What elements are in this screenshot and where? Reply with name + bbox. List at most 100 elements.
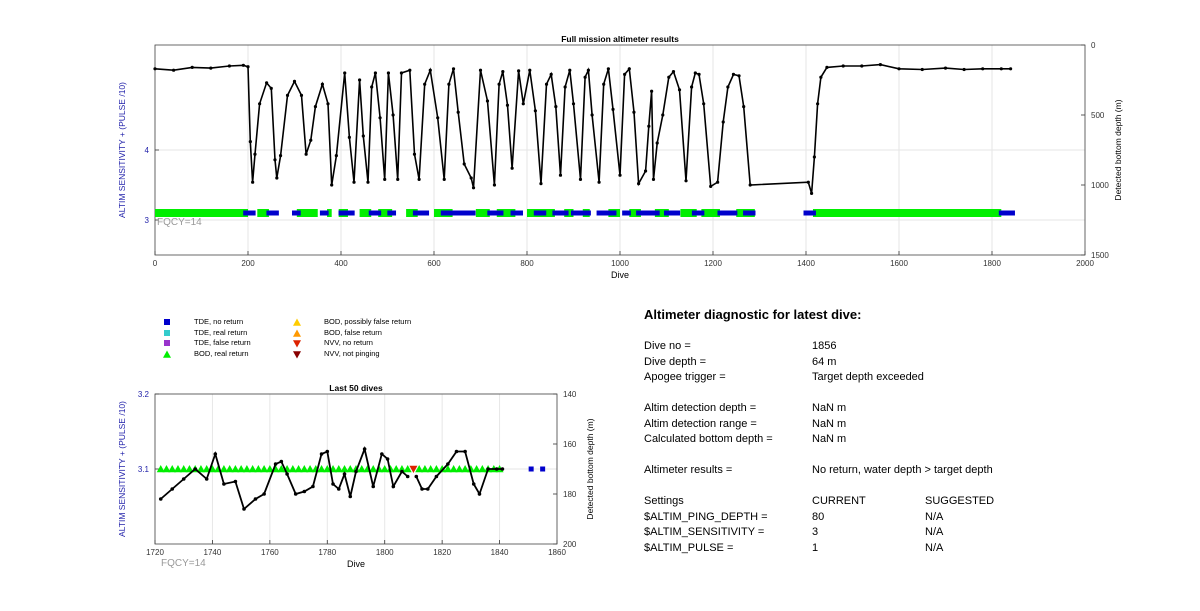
bottom-depth-point (292, 79, 297, 83)
bottom-depth-point (517, 69, 521, 73)
tde-no-return-marker (728, 210, 734, 216)
bod-real-return-marker (306, 465, 315, 473)
bottom-depth-point (386, 71, 391, 75)
plot-frame (154, 44, 1086, 256)
bottom-depth-point (533, 109, 537, 113)
tde-no-return-marker (671, 210, 677, 216)
bod-real-return-marker (432, 465, 441, 473)
bottom-depth-point (371, 484, 376, 489)
bottom-depth-point (330, 183, 334, 187)
bottom-depth-point (373, 71, 378, 75)
bottom-depth-point (544, 82, 549, 86)
bottom-depth-point (158, 497, 163, 501)
pulse-label: $ALTIM_PULSE = (644, 541, 734, 554)
tde-no-return-marker (541, 210, 547, 216)
ping-depth-label: $ALTIM_PING_DEPTH = (644, 510, 768, 523)
bottom-depth-point (819, 75, 823, 79)
tde-no-return-marker (533, 210, 539, 216)
bottom-depth-point (299, 93, 304, 97)
tde-no-return-marker (498, 210, 504, 216)
bottom-depth-point (655, 141, 659, 145)
bottom-depth-point (477, 492, 482, 496)
tde-no-return-marker (463, 210, 469, 216)
bod-real-return-marker (179, 465, 188, 473)
y-tick-label: 3.2 (138, 390, 150, 399)
bod-real-return-marker (397, 465, 406, 473)
tde-no-return-marker (537, 210, 543, 216)
tde-no-return-marker (664, 210, 669, 216)
bod-real-return-band (155, 209, 248, 217)
tde-no-return-marker (578, 210, 584, 216)
y-right-tick-label: 160 (563, 440, 577, 449)
bottom-depth-point (528, 68, 532, 72)
bod-real-return-band (701, 209, 720, 217)
x-tick-label: 1000 (611, 259, 629, 268)
fqcy-annotation: FQCY=14 (157, 217, 202, 228)
bod-real-return-marker (300, 465, 309, 473)
dive-no-label: Dive no = (644, 340, 691, 352)
tde-no-return-marker (625, 210, 631, 216)
x-tick-label: 1860 (548, 548, 566, 557)
legend-triangle-up-icon (293, 318, 301, 326)
tde-no-return-marker (571, 210, 576, 216)
bottom-depth-point (391, 113, 395, 117)
tde-no-return-marker (444, 210, 450, 216)
bottom-depth-point (242, 507, 246, 511)
legend-triangle-down-icon (293, 350, 301, 358)
y-right-axis-label: Detected bottom depth (m) (585, 418, 595, 519)
bottom-depth-point (343, 71, 347, 75)
bottom-depth-point (414, 474, 419, 479)
bod-real-return-marker (392, 465, 401, 473)
tde-no-return-marker (455, 210, 461, 216)
bottom-depth-point (361, 134, 365, 138)
y-tick-label: 3.1 (138, 465, 150, 474)
legend-marker-icon (164, 340, 170, 346)
tde-no-return-marker (420, 210, 426, 216)
tde-no-return-marker (487, 210, 493, 216)
tde-no-return-marker (376, 210, 382, 216)
bottom-depth-point (709, 184, 713, 188)
bod-real-return-band (257, 209, 269, 217)
bottom-depth-point (742, 105, 746, 109)
legend-square-icon (164, 329, 170, 336)
bottom-depth-point (878, 63, 883, 67)
bottom-depth-point (311, 484, 315, 489)
bottom-depth-point (611, 107, 615, 111)
bottom-depth-point (246, 65, 250, 69)
bottom-depth-point (265, 81, 269, 85)
bod-real-return-marker (202, 465, 211, 473)
bod-real-return-band (680, 209, 697, 217)
bottom-depth-point (405, 474, 410, 479)
bottom-depth-point (279, 459, 284, 464)
bod-real-return-marker (225, 465, 234, 473)
bod-real-return-marker (168, 465, 177, 473)
bottom-depth-point (222, 482, 226, 486)
y-axis-label: ALTIM SENSITIVITY + (PULSE /10) (117, 401, 127, 537)
bottom-depth-point (731, 72, 736, 76)
legend-triangle-down-icon (293, 340, 301, 348)
bottom-depth-point (586, 68, 590, 72)
bottom-depth-point (897, 67, 901, 71)
diagnostic-header: Altimeter diagnostic for latest dive: (644, 307, 862, 322)
bottom-depth-point (583, 75, 587, 79)
bottom-depth-point (549, 72, 553, 76)
apogee-label: Apogee trigger = (644, 371, 726, 383)
bottom-depth-point (347, 135, 351, 139)
tde-no-return-marker (250, 210, 256, 216)
bottom-depth-point (385, 457, 390, 461)
pulse-current: 1 (812, 541, 819, 554)
bottom-depth-point (253, 497, 258, 501)
bottom-depth-point (684, 179, 688, 183)
diagnostic-panel: Altimeter diagnostic for latest dive: Di… (644, 307, 1184, 557)
last-50-dives-chart: 1720 1740 1760 1780 1800 1820 1840 1860 3.1 3.2 14… (117, 383, 595, 569)
bottom-depth-point (825, 65, 829, 69)
x-tick-label: 1800 (983, 259, 1001, 268)
tde-no-return-marker (349, 210, 355, 216)
x-axis-label: Dive (347, 559, 365, 569)
bod-real-return-marker (420, 465, 429, 473)
ping-depth-suggested: N/A (925, 510, 944, 523)
bottom-depth-point (690, 85, 694, 89)
bottom-depth-point (334, 154, 338, 158)
bottom-depth-point (597, 180, 601, 184)
bottom-depth-point (362, 447, 367, 451)
